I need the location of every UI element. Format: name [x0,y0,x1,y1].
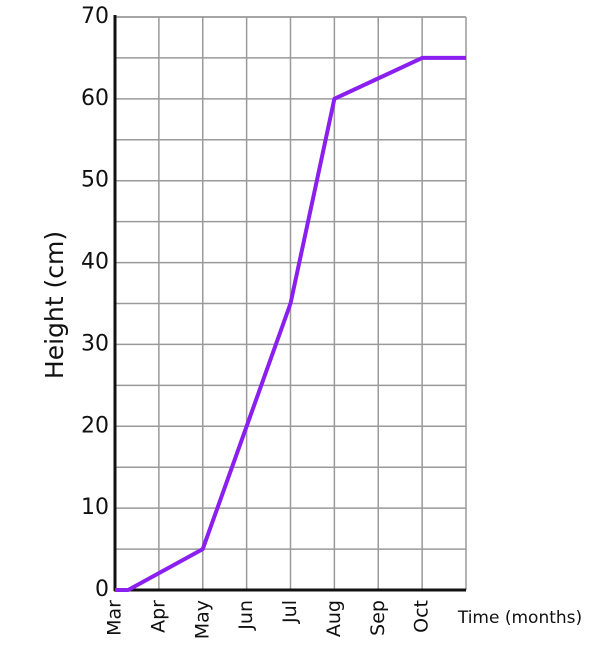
x-tick-label: Mar [104,600,126,636]
x-tick-label: May [191,600,213,639]
y-tick-label: 0 [95,577,109,602]
x-tick-label: Jul [279,600,301,624]
y-axis-label: Height (cm) [40,231,69,379]
x-tick-label: Aug [323,600,345,637]
y-tick-label: 60 [81,86,109,111]
x-tick-label: Jun [235,600,257,631]
y-tick-label: 10 [81,495,109,520]
x-axis-label: Time (months) [457,608,582,628]
y-tick-label: 30 [81,331,109,356]
y-tick-label: 70 [81,4,109,29]
y-tick-label: 40 [81,250,109,275]
x-tick-label: Oct [411,600,433,633]
y-tick-label: 50 [81,168,109,193]
x-tick-label: Sep [367,600,389,636]
y-tick-label: 20 [81,413,109,438]
data-line [115,55,466,592]
x-tick-label: Apr [147,600,169,633]
